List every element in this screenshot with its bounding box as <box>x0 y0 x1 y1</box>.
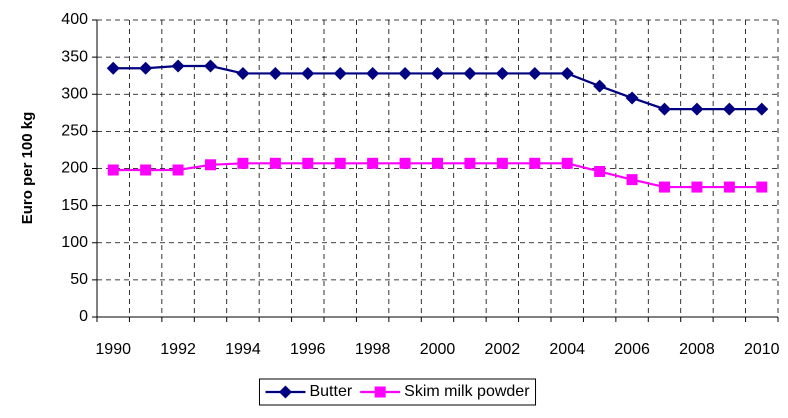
point <box>139 61 153 75</box>
point <box>268 66 282 80</box>
y-tick-label: 200 <box>61 160 88 177</box>
y-tick-label: 0 <box>79 308 88 325</box>
point <box>278 385 292 399</box>
point <box>560 66 574 80</box>
point <box>140 164 152 176</box>
point <box>529 157 541 169</box>
y-tick-label: 150 <box>61 197 88 214</box>
legend-label: Butter <box>309 383 352 400</box>
point <box>334 157 346 169</box>
point <box>690 102 704 116</box>
point <box>107 164 119 176</box>
point <box>366 66 380 80</box>
point <box>626 174 638 186</box>
point <box>723 181 735 193</box>
legend-item: Skim milk powder <box>360 383 530 400</box>
point <box>302 157 314 169</box>
point <box>431 66 444 80</box>
point <box>269 157 281 169</box>
point <box>594 165 606 177</box>
point <box>204 59 217 73</box>
legend-item: Butter <box>265 383 353 400</box>
point <box>106 61 120 75</box>
x-tick-label: 1994 <box>225 341 261 358</box>
point <box>528 66 542 80</box>
y-tick-label: 250 <box>61 123 88 140</box>
x-tick-label: 1992 <box>160 341 196 358</box>
y-tick-label: 300 <box>61 85 88 102</box>
point <box>625 91 639 105</box>
point <box>691 181 703 193</box>
y-axis-label: Euro per 100 kg <box>19 112 36 225</box>
x-tick-label: 2006 <box>614 341 650 358</box>
y-tick-label: 350 <box>61 48 88 65</box>
y-tick-label: 400 <box>61 11 88 28</box>
x-tick-label: 2010 <box>744 341 780 358</box>
point <box>464 157 476 169</box>
point <box>722 102 736 116</box>
point <box>205 159 216 171</box>
x-tick-label: 2004 <box>549 341 585 358</box>
point <box>658 102 671 116</box>
legend: Butter Skim milk powder <box>258 378 537 406</box>
point <box>399 157 411 169</box>
point <box>333 66 347 80</box>
y-tick-label: 50 <box>70 271 88 288</box>
x-tick-label: 1996 <box>290 341 326 358</box>
point <box>301 66 315 80</box>
legend-label: Skim milk powder <box>404 383 530 400</box>
x-tick-label: 1990 <box>95 341 131 358</box>
point <box>561 157 573 169</box>
point <box>495 66 509 80</box>
point <box>463 66 477 80</box>
x-tick-label: 2002 <box>485 341 521 358</box>
x-tick-label: 2000 <box>420 341 456 358</box>
x-tick-label: 2008 <box>679 341 715 358</box>
point <box>236 66 250 80</box>
point <box>756 181 768 193</box>
point <box>755 102 769 116</box>
point <box>237 157 249 169</box>
x-tick-label: 1998 <box>355 341 391 358</box>
point <box>659 181 670 193</box>
point <box>367 157 379 169</box>
point <box>432 157 443 169</box>
point <box>496 157 508 169</box>
point <box>593 79 607 93</box>
point <box>374 386 386 398</box>
point <box>171 59 185 73</box>
point <box>398 66 412 80</box>
y-tick-label: 100 <box>61 234 88 251</box>
point <box>172 164 184 176</box>
